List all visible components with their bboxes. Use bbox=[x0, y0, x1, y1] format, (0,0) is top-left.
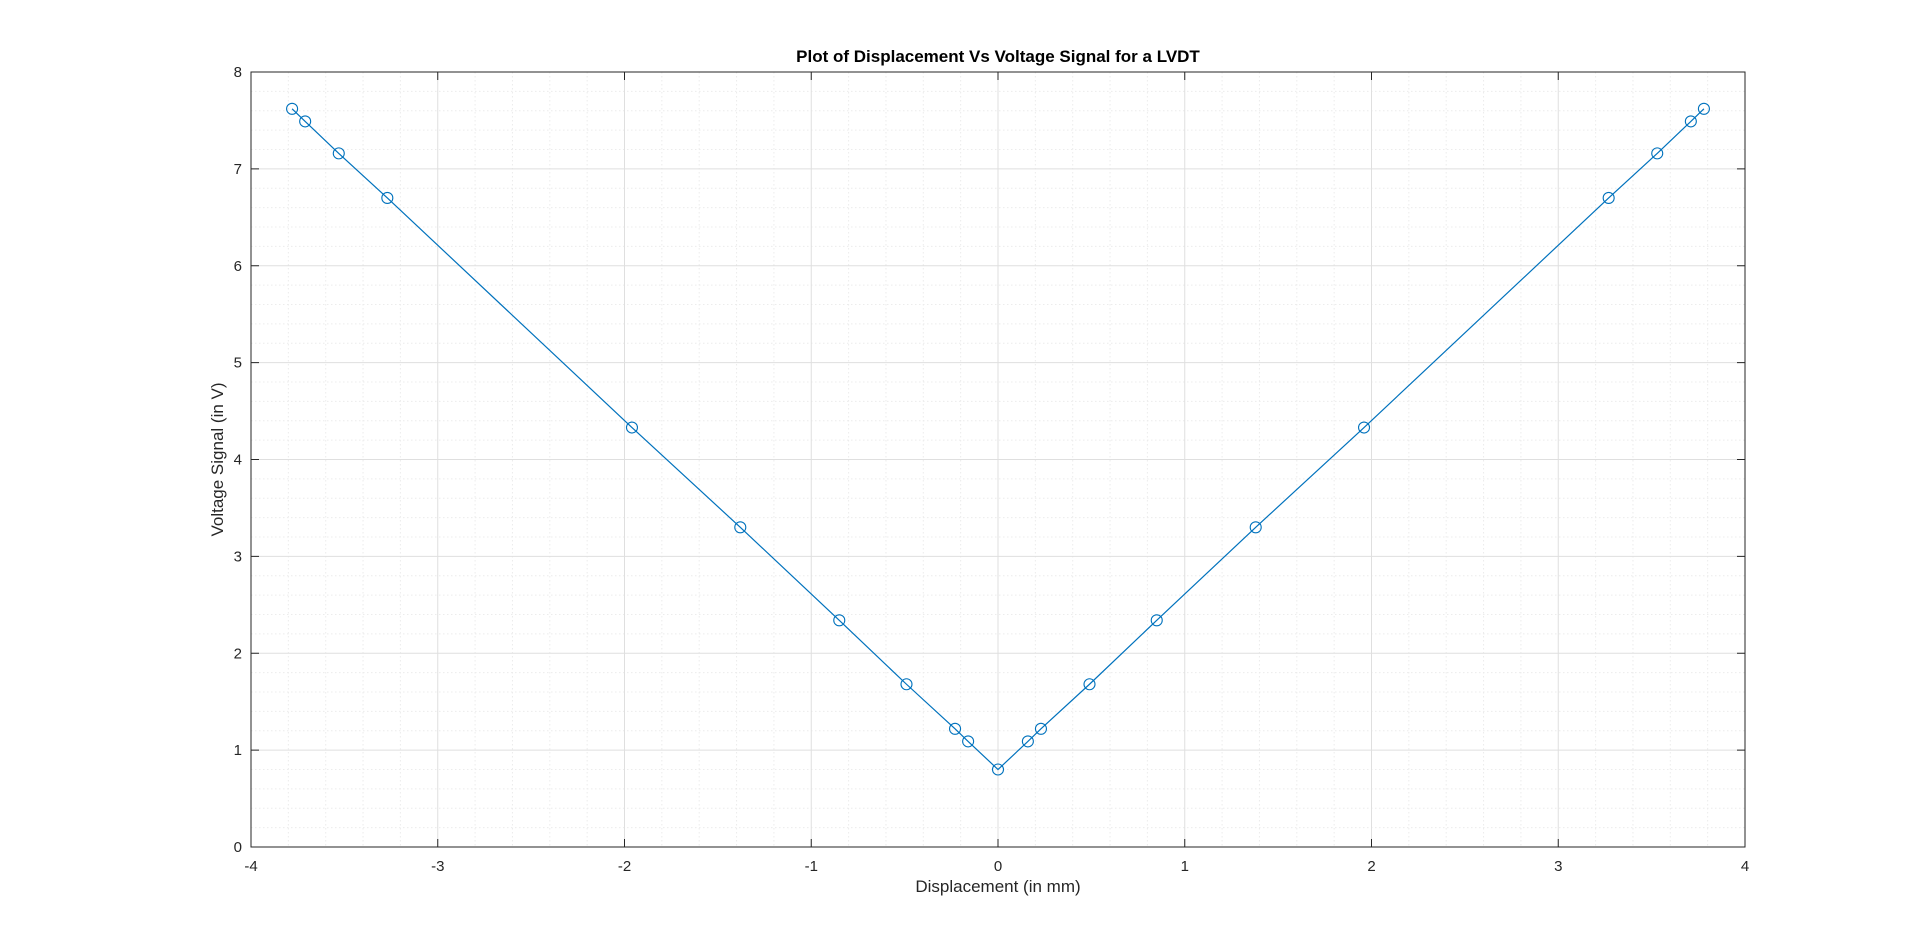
data-point-marker bbox=[1249, 521, 1262, 534]
x-tick-labels: -4 -3 -2 -1 0 1 2 3 4 bbox=[244, 858, 1749, 875]
data-point-marker bbox=[991, 763, 1005, 776]
data-point-marker bbox=[299, 115, 312, 128]
data-point-marker bbox=[286, 102, 299, 115]
data-point-marker bbox=[1684, 115, 1697, 128]
x-tick-label: 2 bbox=[1367, 858, 1375, 875]
x-tick-label: 0 bbox=[994, 858, 1002, 875]
data-point-marker bbox=[833, 614, 846, 627]
data-point-marker bbox=[900, 678, 913, 691]
y-tick-labels: 0 1 2 3 4 5 6 7 8 bbox=[234, 64, 242, 856]
y-tick-label: 8 bbox=[234, 64, 242, 81]
data-point-marker bbox=[625, 421, 639, 434]
y-axis-label: Voltage Signal (in V) bbox=[208, 382, 227, 536]
y-tick-label: 6 bbox=[234, 258, 242, 275]
data-point-marker bbox=[734, 521, 747, 534]
y-tick-label: 1 bbox=[234, 742, 242, 759]
series-line bbox=[291, 108, 1705, 771]
data-point-marker bbox=[1357, 421, 1371, 434]
data-point-marker bbox=[1083, 678, 1096, 691]
x-axis-label: Displacement (in mm) bbox=[915, 877, 1080, 896]
data-point-marker bbox=[948, 722, 962, 735]
data-point-marker bbox=[962, 735, 975, 748]
data-point-marker bbox=[1034, 722, 1048, 735]
x-tick-label: 3 bbox=[1554, 858, 1562, 875]
x-tick-label: -2 bbox=[618, 858, 631, 875]
y-tick-label: 3 bbox=[234, 548, 242, 565]
plot-area: -4 -3 -2 -1 0 1 2 3 4 0 1 2 3 4 5 6 7 8 bbox=[234, 64, 1750, 875]
data-point-marker bbox=[1021, 735, 1034, 748]
x-tick-label: -4 bbox=[244, 858, 257, 875]
x-tick-label: -3 bbox=[431, 858, 444, 875]
data-point-marker bbox=[1150, 614, 1163, 627]
y-tick-label: 0 bbox=[234, 839, 242, 856]
minor-grid bbox=[251, 72, 1745, 847]
y-tick-label: 7 bbox=[234, 161, 242, 178]
chart-title: Plot of Displacement Vs Voltage Signal f… bbox=[796, 47, 1200, 66]
data-point-marker bbox=[1602, 191, 1615, 204]
data-point-marker bbox=[1651, 147, 1664, 160]
data-point-marker bbox=[381, 191, 394, 204]
series-layer bbox=[286, 102, 1710, 776]
x-tick-label: 1 bbox=[1181, 858, 1189, 875]
x-tick-label: 4 bbox=[1741, 858, 1749, 875]
y-tick-label: 2 bbox=[234, 645, 242, 662]
tick-marks bbox=[250, 71, 1746, 848]
y-tick-label: 5 bbox=[234, 355, 242, 372]
y-tick-label: 4 bbox=[234, 452, 242, 469]
data-point-marker bbox=[1697, 102, 1710, 115]
x-tick-label: -1 bbox=[805, 858, 818, 875]
data-point-marker bbox=[332, 147, 345, 160]
